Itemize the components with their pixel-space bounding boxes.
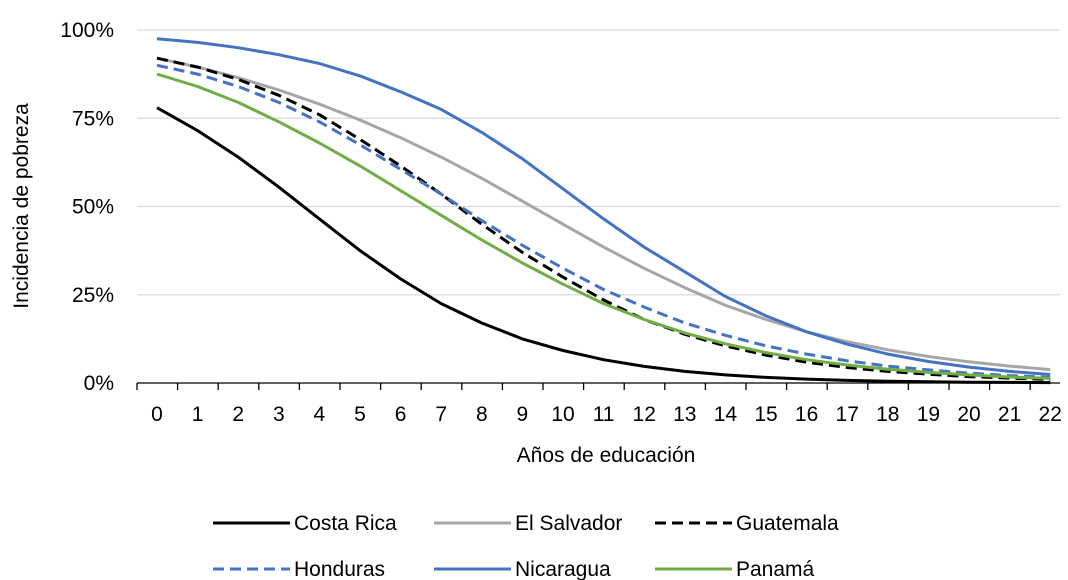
legend-label: Guatemala [736, 512, 839, 535]
series-line-honduras [156, 63, 1051, 379]
legend-label: Honduras [294, 558, 385, 580]
x-tick-label: 0 [151, 403, 163, 426]
x-tick-label: 15 [754, 403, 777, 426]
series-lines [156, 37, 1051, 385]
legend-label: El Salvador [515, 512, 622, 535]
legend-label: Nicaragua [515, 558, 611, 580]
x-tick-label: 2 [232, 403, 244, 426]
y-axis-title: Incidencia de pobreza [10, 103, 33, 309]
x-tick-label: 9 [517, 403, 529, 426]
x-tick-label: 21 [998, 403, 1021, 426]
gridlines [137, 29, 1060, 296]
y-tick-label: 25% [72, 284, 114, 307]
x-tick-label: 13 [673, 403, 696, 426]
x-tick-label: 11 [593, 403, 615, 426]
y-tick-label: 100% [60, 19, 114, 42]
axes [136, 382, 1060, 390]
y-tick-label: 50% [72, 196, 114, 219]
x-tick-label: 20 [957, 403, 980, 426]
x-tick-label: 14 [714, 403, 738, 426]
x-tick-label: 6 [395, 403, 407, 426]
series-line-panamá [156, 72, 1051, 380]
legend-label: Costa Rica [294, 512, 397, 535]
x-tick-label: 10 [551, 403, 574, 426]
x-tick-label: 3 [273, 403, 285, 426]
x-tick-label: 12 [633, 403, 656, 426]
series-line-nicaragua [156, 37, 1051, 376]
x-tick-labels: 0 1 2 3 4 5 6 7 8 9 10 11 12 13 14 15 16 17 18 19 20 21 22 [151, 403, 1062, 426]
series-line-guatemala [156, 56, 1051, 381]
x-tick-label: 22 [1039, 403, 1062, 426]
x-tick-label: 16 [795, 403, 818, 426]
x-tick-label: 1 [192, 403, 204, 426]
x-tick-label: 17 [836, 403, 859, 426]
y-tick-label: 75% [72, 107, 114, 130]
series-line-costa-rica [156, 106, 1051, 385]
x-tick-label: 19 [917, 403, 940, 426]
x-tick-label: 8 [476, 403, 488, 426]
legend-label: Panamá [736, 558, 815, 580]
x-tick-label: 5 [354, 403, 366, 426]
x-tick-label: 7 [435, 403, 447, 426]
x-tick-label: 18 [876, 403, 899, 426]
x-axis-title: Años de educación [517, 444, 696, 467]
legend: Costa Rica El Salvador Guatemala Honduras Ni… [213, 512, 839, 580]
y-tick-label: 0% [84, 372, 114, 395]
x-tick-label: 4 [314, 403, 326, 426]
series-line-el-salvador [156, 56, 1051, 372]
y-tick-labels: 0% 25% 50% 75% 100% [60, 19, 114, 395]
